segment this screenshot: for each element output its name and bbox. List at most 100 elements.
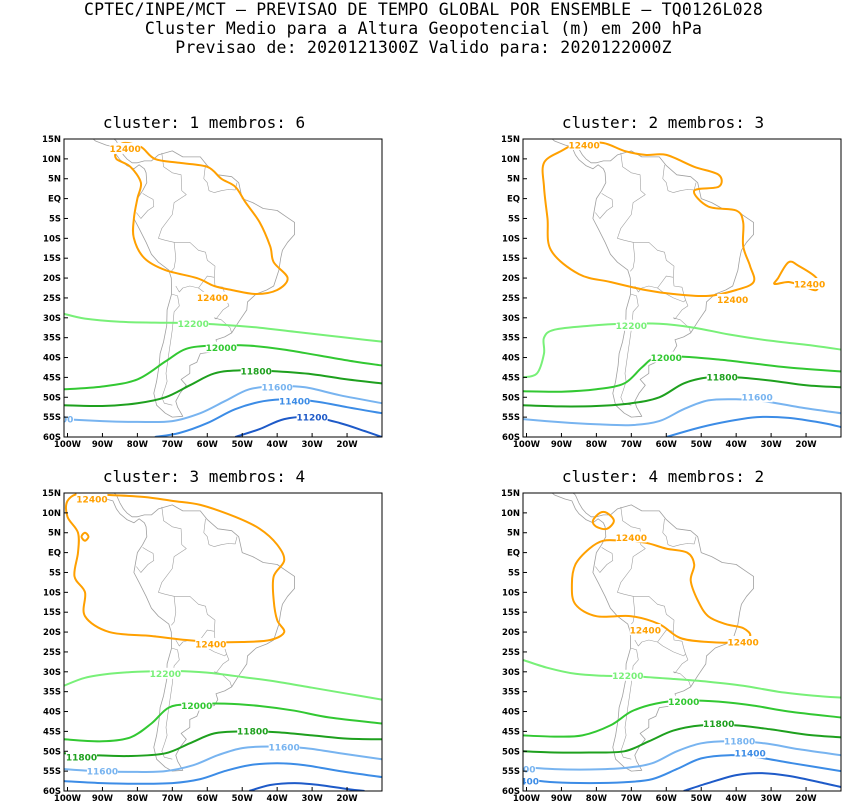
lat-label: 40S — [43, 354, 61, 364]
lat-label: 5S — [508, 214, 520, 224]
lon-label: 90W — [551, 440, 573, 450]
panel-title: cluster: 3 membros: 4 — [102, 467, 306, 486]
lat-label: EQ — [507, 195, 520, 205]
map-panel-cluster-4: cluster: 4 membros: 2 12400 12400 12400 122… — [483, 467, 843, 807]
lat-label: 30S — [502, 668, 520, 678]
contour-line — [523, 754, 841, 785]
contour-label-bg — [523, 763, 536, 775]
lat-label: 45S — [502, 727, 520, 737]
lon-label: 90W — [92, 794, 114, 804]
contour-label: 1600 — [510, 765, 535, 775]
contour-label: 1400 — [514, 777, 539, 787]
contour-line — [64, 369, 382, 408]
lon-label: 40W — [726, 794, 748, 804]
contour-label: 11800 — [724, 738, 755, 748]
country-border — [595, 547, 614, 573]
lon-label: 40W — [726, 440, 748, 450]
lon-label: 60W — [656, 440, 678, 450]
contour-line — [773, 260, 820, 292]
contour-label-bg — [65, 751, 97, 763]
map-plot: 1240012400122001200011800116001180011600… — [42, 489, 383, 804]
lat-label: 50S — [43, 393, 61, 403]
lat-label: 30S — [502, 314, 520, 324]
country-border — [203, 164, 238, 193]
lon-label: 100W — [54, 440, 82, 450]
contour-label: 600 — [55, 415, 74, 425]
contour-label: 12400 — [727, 638, 758, 648]
lon-label: 80W — [586, 440, 608, 450]
contour-label: 12200 — [150, 670, 181, 680]
lat-label: 50S — [502, 393, 520, 403]
lat-label: 10N — [501, 509, 520, 519]
contour-label: 11800 — [703, 720, 734, 730]
country-border — [673, 317, 691, 333]
plot-frame — [522, 492, 842, 792]
contour-label-bg — [64, 413, 74, 425]
contour-line — [154, 398, 382, 437]
contour-label-bg — [237, 725, 269, 737]
country-border — [174, 242, 216, 293]
lon-label: 60W — [197, 440, 219, 450]
lat-label: 10N — [42, 155, 61, 165]
lat-label: 5N — [48, 529, 61, 539]
country-border — [633, 242, 675, 293]
contour-label: 12400 — [616, 534, 647, 544]
lat-label: 10S — [502, 234, 520, 244]
lon-label: 70W — [621, 440, 643, 450]
lat-label: 40S — [502, 708, 520, 718]
panel-title: cluster: 2 membros: 3 — [561, 113, 765, 132]
lat-label: 10S — [43, 588, 61, 598]
lat-label: 10S — [502, 588, 520, 598]
contour-line — [523, 398, 841, 427]
contour-line — [64, 745, 382, 773]
contour-line — [64, 730, 382, 758]
lon-label: 20W — [336, 794, 358, 804]
contour-label: 12000 — [181, 702, 212, 712]
lat-label: 60S — [502, 433, 520, 443]
plot-frame — [522, 138, 842, 438]
contour-label: 12400 — [197, 294, 228, 304]
contour-line — [523, 740, 841, 771]
lat-label: 5S — [49, 214, 61, 224]
contour-label-bg — [197, 291, 229, 303]
lat-label: 25S — [502, 294, 520, 304]
lat-label: 20S — [502, 274, 520, 284]
contour-label: 12400 — [568, 141, 599, 151]
lat-label: 25S — [502, 648, 520, 658]
contour-label-bg — [279, 395, 311, 407]
lon-label: 30W — [302, 794, 324, 804]
country-border — [158, 506, 187, 626]
map-content: 12400 12400 12200 12000 11800 11600 11400 11200… — [55, 139, 382, 437]
map-plot: 12400 12400 12200 12000 11800 11600 11400 11200… — [42, 135, 383, 450]
contour-label-bg — [86, 765, 118, 777]
lat-label: 15S — [502, 254, 520, 264]
contour-label: 11800 — [66, 754, 97, 764]
contour-label-bg — [668, 695, 700, 707]
contour-label: 11400 — [734, 750, 765, 760]
contour-label-bg — [261, 381, 293, 393]
lat-label: 20S — [502, 628, 520, 638]
lon-label: 80W — [127, 794, 149, 804]
country-border — [136, 193, 155, 219]
contour-label-bg — [615, 531, 647, 543]
lat-label: 45S — [502, 373, 520, 383]
contour-line — [541, 140, 756, 298]
lon-label: 100W — [513, 440, 541, 450]
lat-label: 15N — [42, 135, 61, 145]
contour-label-bg — [76, 493, 108, 504]
lat-label: 15N — [501, 489, 520, 499]
contour-label-bg — [195, 637, 227, 649]
lat-label: 25S — [43, 648, 61, 658]
country-border — [673, 299, 689, 320]
lat-label: 30S — [43, 314, 61, 324]
lon-label: 100W — [513, 794, 541, 804]
lat-label: 30S — [43, 668, 61, 678]
contour-line — [591, 510, 615, 531]
country-border — [620, 647, 639, 760]
lat-label: 5N — [507, 529, 520, 539]
country-border — [657, 277, 686, 303]
contour-label-bg — [568, 139, 600, 150]
lon-label: 50W — [691, 440, 713, 450]
lat-label: 5N — [507, 175, 520, 185]
